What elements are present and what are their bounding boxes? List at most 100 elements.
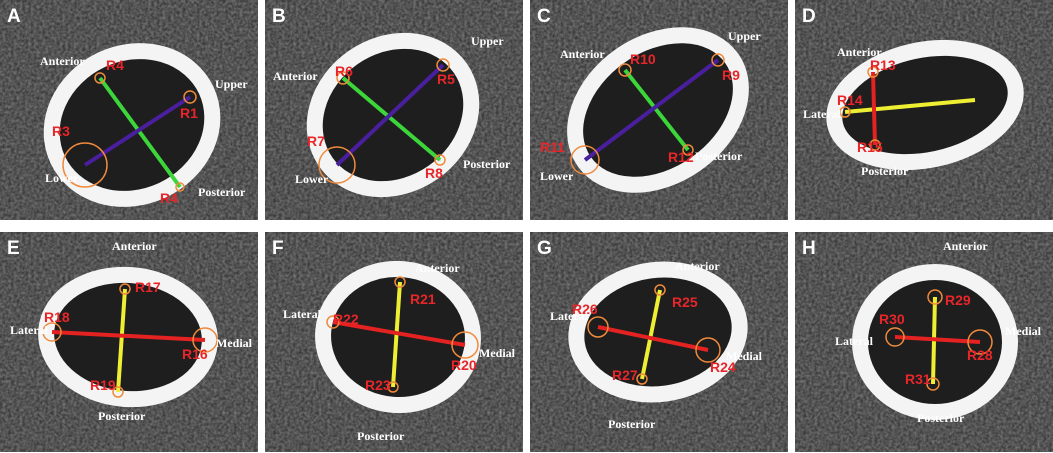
bone-cortex (567, 27, 749, 193)
roi-label: R25 (672, 294, 698, 310)
panel-letter: E (7, 238, 20, 259)
direction-label: Anterior (675, 259, 720, 273)
roi-circle (62, 142, 108, 188)
roi-label: R31 (905, 371, 931, 387)
direction-label: Anterior (415, 261, 460, 275)
panel: R13 R14 R15 Anterior Lateral Posterior D (795, 0, 1053, 220)
measure-line (583, 58, 720, 162)
panel-letter: C (537, 6, 551, 27)
direction-label: Lateral (550, 309, 589, 323)
roi-circle (183, 90, 197, 104)
roi-label: R23 (365, 377, 391, 393)
panel: R10 R9 R11 R12 Anterior Upper Lower Posterior C (530, 0, 788, 220)
bone-cortex (306, 32, 480, 198)
direction-label: Lower (540, 169, 574, 183)
roi-label: R28 (967, 347, 993, 363)
panel: R21 R22 R20 R23 Anterior Lateral Medial Posteri… (265, 232, 523, 452)
roi-label: R19 (90, 377, 116, 393)
measure-line (640, 289, 662, 380)
roi-circle (326, 315, 340, 329)
roi-circle (967, 329, 993, 355)
roi-label: R4 (106, 57, 124, 73)
roi-circle (112, 386, 124, 398)
measure-line (341, 76, 442, 162)
measure-line (844, 98, 976, 114)
roi-label: R29 (945, 292, 971, 308)
bone-interior (576, 269, 740, 395)
direction-label: Anterior (560, 47, 605, 61)
panel-letter: F (272, 238, 284, 259)
direction-label: Medial (726, 349, 763, 363)
roi-circle (618, 63, 632, 77)
roi-label: R11 (540, 139, 565, 155)
direction-label: Lower (295, 172, 329, 186)
roi-circle (436, 58, 450, 72)
direction-label: Lateral (283, 307, 322, 321)
bone-cortex (568, 261, 748, 403)
roi-label: R8 (425, 165, 443, 181)
direction-label: Upper (728, 29, 761, 43)
roi-circle (434, 154, 446, 166)
roi-label: R26 (572, 301, 598, 317)
roi-label: R16 (182, 346, 208, 362)
roi-label: R4 (160, 190, 178, 206)
roi-label: R5 (437, 71, 455, 87)
roi-circle (318, 146, 356, 184)
direction-label: Upper (471, 34, 504, 48)
bone-cortex (852, 264, 1018, 420)
roi-label: R18 (44, 309, 70, 325)
roi-circle (885, 327, 905, 347)
direction-label: Anterior (112, 239, 157, 253)
measure-line (894, 335, 981, 344)
roi-label: R10 (630, 51, 656, 67)
roi-label: R9 (722, 67, 740, 83)
roi-circle (192, 327, 218, 353)
roi-label: R24 (710, 359, 736, 375)
direction-label: Posterior (917, 411, 965, 425)
roi-circle (927, 289, 943, 305)
roi-label: R13 (870, 57, 896, 73)
direction-label: Posterior (198, 185, 246, 199)
measure-line (623, 68, 690, 152)
direction-label: Posterior (861, 164, 909, 178)
roi-label: R14 (837, 92, 863, 108)
direction-label: Anterior (943, 239, 988, 253)
roi-circle (636, 373, 648, 385)
panel: R25 R26 R24 R27 Anterior Lateral Medial Posteri… (530, 232, 788, 452)
roi-circle (869, 139, 881, 151)
roi-circle (119, 283, 131, 295)
roi-label: R15 (857, 139, 883, 155)
panel: R29 R30 R28 R31 Anterior Lateral Medial Posteri… (795, 232, 1053, 452)
roi-circle (42, 322, 62, 342)
roi-label: R20 (451, 357, 477, 373)
roi-circle (654, 284, 666, 296)
direction-label: Posterior (98, 409, 146, 423)
roi-circle (839, 106, 851, 118)
panel: R4 R1 R3 R4 Anterior Upper Lower Posterior A (0, 0, 258, 220)
bone-cortex (38, 266, 218, 408)
direction-label: Lateral (10, 323, 49, 337)
direction-label: Posterior (463, 157, 511, 171)
bone-cortex (43, 43, 221, 207)
measure-line (597, 325, 709, 352)
roi-circle (94, 72, 106, 84)
roi-circle (175, 182, 185, 192)
panel: R6 R5 R7 R8 Anterior Upper Lower Posterior B (265, 0, 523, 220)
roi-label: R7 (307, 133, 325, 149)
roi-circle (682, 144, 694, 156)
bone-cortex (826, 39, 1024, 171)
direction-label: Posterior (357, 429, 405, 443)
direction-label: Medial (216, 336, 253, 350)
panel-letter: G (537, 238, 552, 259)
panel-letter: A (7, 6, 21, 27)
direction-label: Anterior (273, 69, 318, 83)
roi-label: R6 (335, 63, 353, 79)
direction-label: Anterior (837, 45, 882, 59)
roi-circle (451, 331, 479, 359)
panel-letter: H (802, 238, 816, 259)
panel-letter: D (802, 6, 816, 27)
direction-label: Anterior (40, 54, 85, 68)
panel-letter: B (272, 6, 286, 27)
direction-label: Posterior (695, 149, 743, 163)
